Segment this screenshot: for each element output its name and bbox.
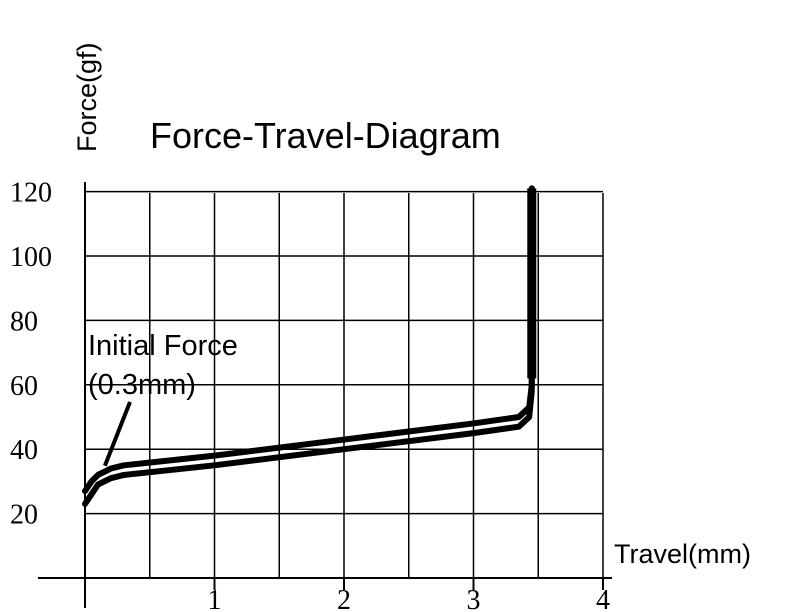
chart-title: Force-Travel-Diagram [150, 115, 501, 156]
x-tick-label: 4 [596, 585, 610, 612]
annotation-text-line1: Initial Force [88, 330, 238, 362]
x-tick-label: 3 [467, 585, 481, 612]
annotation: Initial Force (0.3mm) [88, 330, 238, 467]
x-tick-label: 1 [208, 585, 222, 612]
y-tick-label: 20 [10, 500, 38, 531]
x-tick-label: 2 [337, 585, 351, 612]
axes [38, 182, 612, 608]
annotation-pointer [103, 401, 132, 467]
y-tick-label: 120 [10, 178, 52, 209]
y-axis-label: Force(gf) [72, 42, 102, 152]
y-tick-label: 100 [10, 242, 52, 273]
y-tick-label: 40 [10, 435, 38, 466]
grid [85, 190, 604, 578]
tick-labels: 1 2 3 4 20 40 60 80 100 120 [10, 178, 610, 612]
series-line-2 [82, 185, 535, 507]
series [82, 185, 537, 507]
x-axis-label: Travel(mm) [614, 539, 751, 569]
annotation-text-line2: (0.3mm) [88, 369, 196, 401]
y-tick-label: 60 [10, 371, 38, 402]
y-tick-label: 80 [10, 306, 38, 337]
